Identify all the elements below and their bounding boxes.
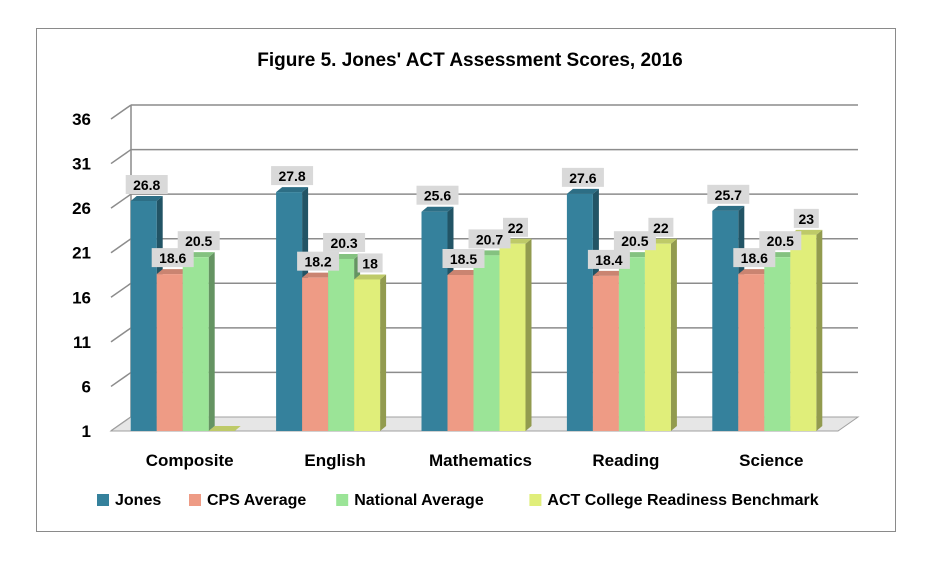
gridline-diagonal [110, 327, 132, 343]
data-label: 26.8 [125, 175, 168, 195]
y-tick-label: 26 [72, 199, 91, 218]
y-tick-label: 1 [82, 422, 91, 441]
gridline-diagonal [110, 148, 132, 165]
legend-label: National Average [354, 492, 484, 509]
svg-text:20.3: 20.3 [330, 235, 357, 251]
legend-label: CPS Average [207, 492, 306, 509]
data-label: 20.5 [759, 231, 802, 251]
bar-composite-act-college-readiness-benchmark [208, 426, 241, 431]
data-label: 18.6 [733, 248, 776, 268]
bar-mathematics-act-college-readiness-benchmark [499, 238, 532, 431]
svg-text:18.6: 18.6 [159, 250, 186, 266]
category-label: Science [739, 451, 803, 470]
data-label: 18.6 [151, 248, 194, 268]
bar-english-act-college-readiness-benchmark [354, 274, 387, 431]
svg-text:20.5: 20.5 [767, 233, 794, 249]
svg-text:18: 18 [362, 255, 378, 271]
svg-text:18.5: 18.5 [450, 251, 477, 267]
svg-text:26.8: 26.8 [133, 177, 160, 193]
svg-text:20.7: 20.7 [476, 231, 503, 247]
y-tick-label: 31 [72, 155, 91, 174]
data-label: 20.5 [613, 231, 656, 251]
chart-frame: Figure 5. Jones' ACT Assessment Scores, … [36, 28, 896, 532]
legend-swatch [336, 494, 349, 506]
svg-text:25.7: 25.7 [715, 187, 742, 203]
data-label: 27.6 [561, 167, 604, 187]
svg-text:18.4: 18.4 [595, 252, 622, 268]
gridline-diagonal [110, 371, 132, 388]
svg-text:18.6: 18.6 [741, 250, 768, 266]
gridline-diagonal [110, 193, 132, 209]
chart-title: Figure 5. Jones' ACT Assessment Scores, … [257, 50, 683, 71]
legend-label: ACT College Readiness Benchmark [547, 492, 818, 509]
svg-text:20.5: 20.5 [621, 233, 648, 249]
bar-reading-act-college-readiness-benchmark [644, 238, 677, 431]
gridline-diagonal [110, 282, 132, 298]
y-tick-label: 36 [72, 110, 91, 129]
legend-item: National Average [336, 492, 484, 509]
svg-text:20.5: 20.5 [185, 233, 212, 249]
category-label: English [304, 451, 365, 470]
svg-text:22: 22 [508, 220, 524, 236]
bar-science-act-college-readiness-benchmark [790, 229, 823, 431]
data-label: 20.5 [177, 231, 220, 251]
legend-label: Jones [115, 492, 161, 509]
y-tick-label: 11 [73, 333, 91, 352]
gridline-diagonal [110, 238, 132, 254]
bar-composite-national-average [182, 252, 215, 431]
category-label: Mathematics [429, 451, 532, 470]
svg-text:22: 22 [653, 220, 669, 236]
legend-item: Jones [97, 492, 161, 509]
chart-svg: Figure 5. Jones' ACT Assessment Scores, … [72, 50, 860, 509]
svg-text:25.6: 25.6 [424, 188, 451, 204]
data-label: 18.4 [587, 249, 630, 269]
svg-text:27.8: 27.8 [278, 168, 305, 184]
data-label: 22 [648, 217, 674, 237]
legend-swatch [97, 494, 109, 506]
data-label: 25.6 [416, 185, 459, 205]
legend-swatch [189, 494, 201, 506]
data-label: 18.2 [297, 251, 340, 271]
y-tick-label: 16 [72, 288, 91, 307]
legend-item: ACT College Readiness Benchmark [529, 492, 819, 509]
svg-text:27.6: 27.6 [569, 170, 596, 186]
data-label: 18.5 [442, 249, 485, 268]
gridline-diagonal [110, 104, 132, 120]
data-label: 23 [793, 208, 819, 228]
data-label: 18 [357, 253, 383, 273]
svg-text:18.2: 18.2 [304, 254, 331, 270]
data-label: 27.8 [271, 166, 314, 186]
data-label: 20.7 [468, 229, 511, 249]
data-label: 22 [503, 217, 528, 237]
legend-swatch [529, 494, 542, 506]
y-tick-label: 21 [72, 244, 91, 263]
data-label: 20.3 [323, 232, 366, 252]
legend-item: CPS Average [189, 492, 306, 509]
category-label: Composite [146, 451, 234, 470]
category-label: Reading [592, 451, 659, 470]
data-label: 25.7 [707, 184, 750, 204]
svg-text:23: 23 [799, 211, 815, 227]
y-tick-label: 6 [82, 377, 91, 396]
